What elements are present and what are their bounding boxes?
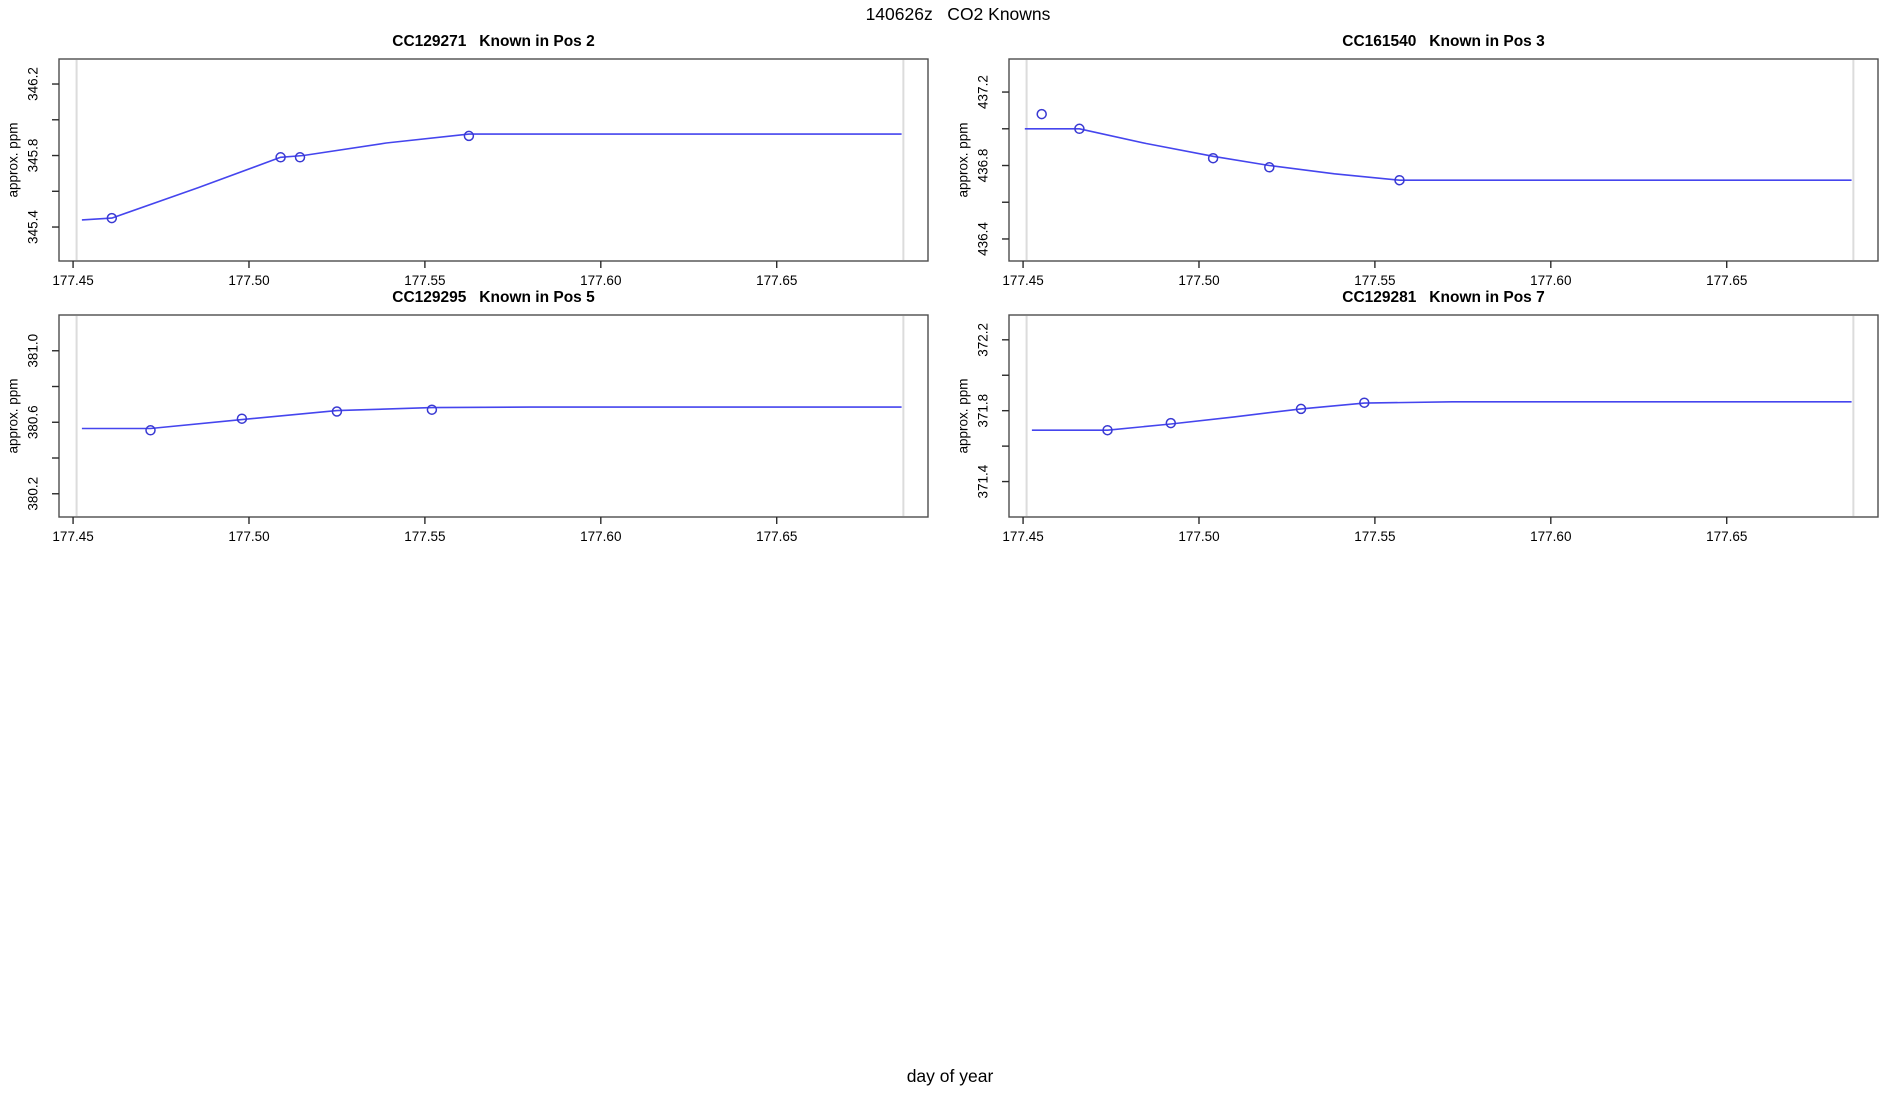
y-axis-label: approx. ppm (956, 378, 971, 453)
figure-title: 140626z CO2 Knowns (866, 4, 1051, 24)
plot-box (58, 58, 929, 262)
data-point (236, 413, 248, 424)
panel-cc161540-pos3: 177.45 177.50 177.55 177.60 177.65 436.4 436.8… (956, 33, 1879, 288)
x-tick-label: 177.45 (1002, 529, 1043, 544)
panel-cc129295-pos5: 177.45 177.50 177.55 177.60 177.65 380.2 380.6… (6, 289, 929, 544)
y-tick-label: 371.8 (976, 394, 991, 428)
panel-title: CC129295 Known in Pos 5 (392, 289, 595, 306)
plot-box (1008, 58, 1879, 262)
data-point (1102, 424, 1113, 436)
x-tick-label: 177.50 (228, 273, 269, 288)
smooth-line (81, 133, 902, 221)
x-tick-label: 177.50 (1178, 273, 1219, 288)
smooth-line (1031, 400, 1852, 432)
y-tick-label: 436.4 (976, 222, 991, 256)
x-tick-label: 177.55 (1354, 529, 1395, 544)
panel-cc129281-pos7: 177.45 177.50 177.55 177.60 177.65 371.4 371.8… (956, 289, 1879, 544)
x-axis-shared-label: day of year (907, 1066, 994, 1086)
data-point (1264, 162, 1275, 173)
x-tick-label: 177.45 (1002, 273, 1043, 288)
y-axis-label: approx. ppm (6, 378, 21, 453)
data-point (1165, 417, 1177, 429)
panel-cc129271-pos2: 177.45 177.50 177.55 177.60 177.65 345.4 345.8… (6, 33, 929, 288)
data-point (463, 130, 475, 142)
y-tick-label: 380.6 (26, 405, 41, 439)
x-tick-label: 177.60 (580, 273, 621, 288)
data-point (1074, 123, 1085, 135)
y-tick-label: 372.2 (976, 323, 991, 357)
x-tick-label: 177.45 (52, 273, 93, 288)
data-point (1359, 397, 1370, 408)
y-tick-label: 380.2 (26, 477, 41, 511)
x-tick-label: 177.50 (228, 529, 269, 544)
x-tick-label: 177.50 (1178, 529, 1219, 544)
y-tick-label: 346.2 (26, 67, 41, 101)
data-point (1036, 108, 1047, 120)
plot-box (1008, 314, 1879, 518)
data-point (1394, 174, 1405, 186)
x-tick-label: 177.65 (756, 273, 797, 288)
data-point (1207, 152, 1219, 164)
data-point (426, 404, 438, 415)
y-tick-label: 371.4 (976, 464, 991, 498)
data-point (294, 152, 306, 163)
data-point (331, 406, 343, 417)
y-tick-label: 436.8 (976, 149, 991, 183)
x-tick-label: 177.45 (52, 529, 93, 544)
panel-title: CC129271 Known in Pos 2 (392, 33, 594, 50)
data-point (1295, 403, 1307, 415)
panel-title: CC129281 Known in Pos 7 (1342, 289, 1544, 306)
y-tick-label: 381.0 (26, 334, 41, 368)
y-axis-label: approx. ppm (6, 122, 21, 197)
smooth-line (81, 406, 902, 430)
x-tick-label: 177.65 (1706, 529, 1747, 544)
y-axis-label: approx. ppm (956, 122, 971, 197)
panel-title: CC161540 Known in Pos 3 (1342, 33, 1545, 50)
x-tick-label: 177.55 (404, 273, 445, 288)
y-tick-label: 437.2 (976, 75, 991, 109)
x-tick-label: 177.65 (1706, 273, 1747, 288)
x-tick-label: 177.60 (1530, 273, 1571, 288)
y-tick-label: 345.4 (26, 210, 41, 244)
x-tick-label: 177.65 (756, 529, 797, 544)
smooth-line (1024, 128, 1852, 181)
data-point (145, 425, 156, 436)
plot-box (58, 314, 929, 518)
x-tick-label: 177.55 (1354, 273, 1395, 288)
data-point (275, 152, 286, 163)
x-tick-label: 177.60 (1530, 529, 1571, 544)
y-tick-label: 345.8 (26, 139, 41, 173)
x-tick-label: 177.55 (404, 529, 445, 544)
data-point (106, 212, 118, 224)
x-tick-label: 177.60 (580, 529, 621, 544)
